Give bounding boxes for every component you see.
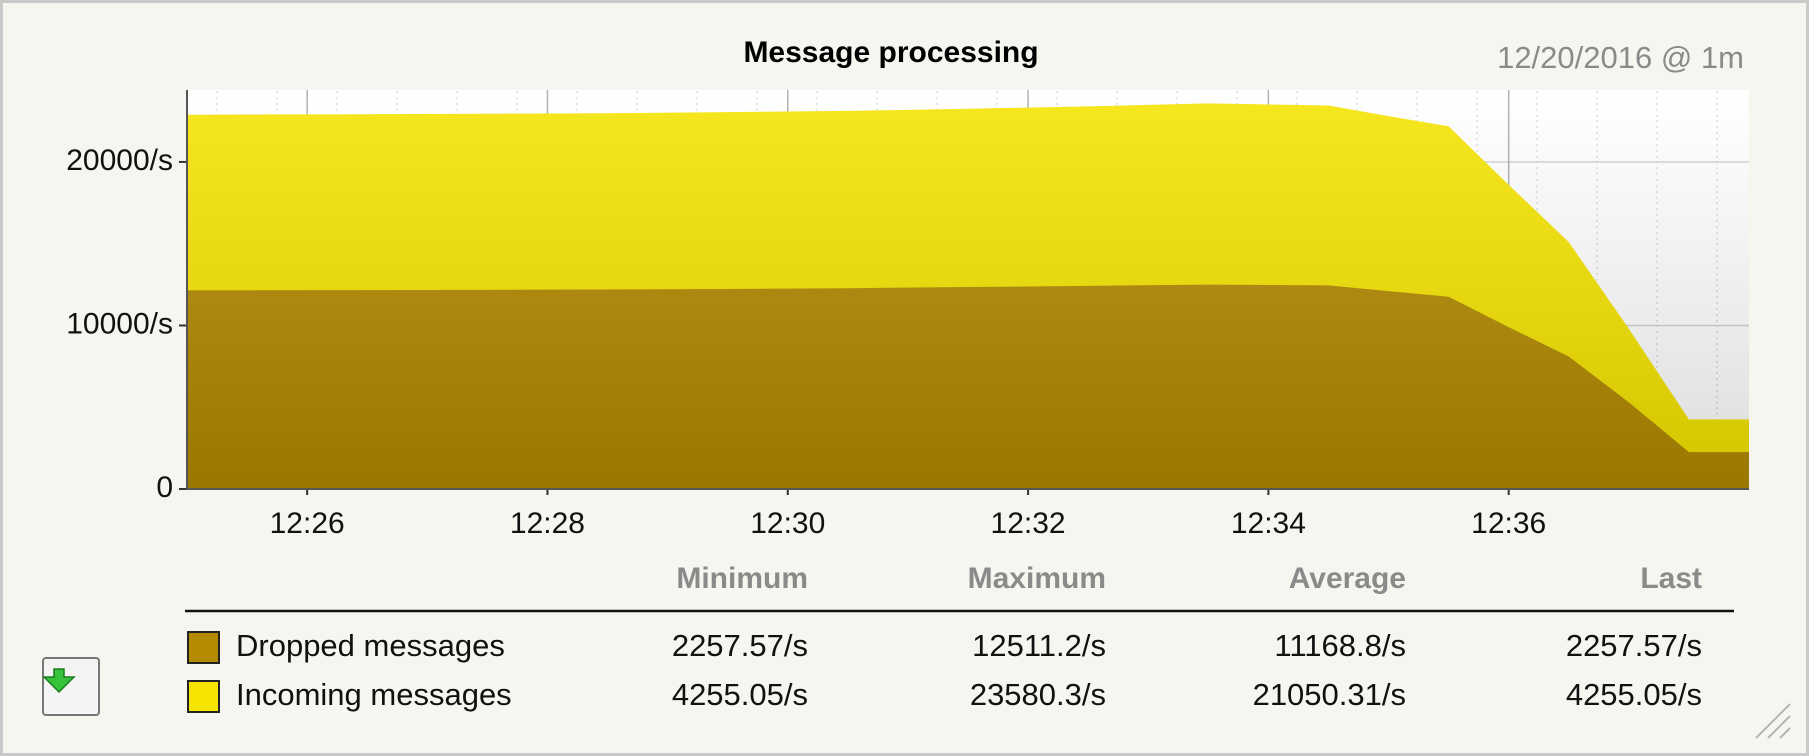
- x-tick-label: 12:26: [270, 507, 345, 540]
- y-tick-label: 20000/s: [66, 144, 173, 177]
- legend-label: Incoming messages: [236, 677, 512, 712]
- column-header: Minimum: [676, 562, 808, 595]
- stat-value: 23580.3/s: [970, 677, 1106, 712]
- y-tick-label: 10000/s: [66, 307, 173, 340]
- column-header: Maximum: [968, 562, 1106, 595]
- resize-grip[interactable]: [1755, 703, 1791, 739]
- legend-swatch: [187, 680, 220, 713]
- axes: 0 10000/s 20000/s 12:26 12:28 12:30 12:32 12:34…: [66, 90, 1749, 540]
- stats-table: Minimum Maximum Average Last Dropped message…: [185, 562, 1734, 713]
- export-icon[interactable]: [42, 668, 76, 694]
- chart-subtitle: 12/20/2016 @ 1m: [1497, 40, 1744, 75]
- legend-label: Dropped messages: [236, 628, 505, 663]
- stat-value: 12511.2/s: [972, 628, 1106, 663]
- stat-value: 2257.57/s: [1566, 628, 1702, 663]
- stat-value: 2257.57/s: [672, 628, 808, 663]
- x-tick-label: 12:30: [750, 507, 825, 540]
- y-tick-label: 0: [156, 471, 173, 504]
- x-tick-label: 12:28: [510, 507, 585, 540]
- stat-value: 11168.8/s: [1274, 628, 1406, 663]
- column-header: Average: [1289, 562, 1406, 595]
- chart-title: Message processing: [743, 36, 1038, 69]
- x-tick-label: 12:36: [1471, 507, 1546, 540]
- x-tick-label: 12:32: [991, 507, 1066, 540]
- x-tick-label: 12:34: [1231, 507, 1306, 540]
- export-button-frame[interactable]: [42, 657, 100, 716]
- stat-value: 21050.31/s: [1253, 677, 1406, 712]
- stat-value: 4255.05/s: [672, 677, 808, 712]
- export-button[interactable]: [42, 657, 100, 716]
- stat-value: 4255.05/s: [1566, 677, 1702, 712]
- column-header: Last: [1640, 562, 1702, 595]
- legend-swatch: [187, 631, 220, 664]
